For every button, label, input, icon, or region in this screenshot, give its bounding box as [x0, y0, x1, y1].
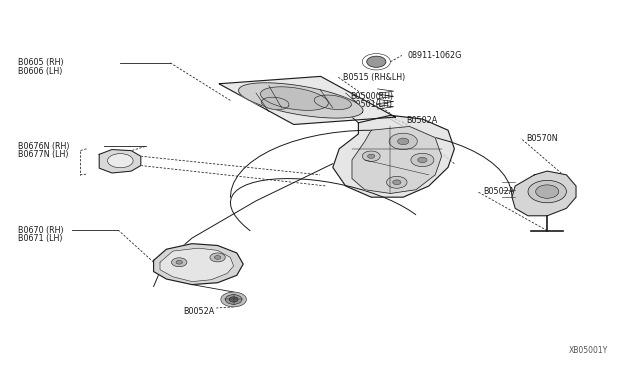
- Polygon shape: [352, 126, 442, 193]
- Circle shape: [418, 157, 427, 163]
- Circle shape: [393, 180, 401, 185]
- Polygon shape: [314, 95, 351, 109]
- Circle shape: [536, 185, 559, 198]
- Polygon shape: [512, 171, 576, 216]
- Circle shape: [214, 256, 221, 259]
- Polygon shape: [239, 83, 363, 118]
- Text: B0676N (RH): B0676N (RH): [18, 142, 69, 151]
- Text: B0502A: B0502A: [406, 116, 438, 125]
- Text: B0670 (RH): B0670 (RH): [18, 226, 63, 235]
- Ellipse shape: [108, 154, 133, 168]
- Text: B0501(LH): B0501(LH): [351, 100, 393, 109]
- Polygon shape: [260, 87, 328, 110]
- Text: B0677N (LH): B0677N (LH): [18, 150, 68, 159]
- Polygon shape: [160, 248, 234, 282]
- Circle shape: [210, 253, 225, 262]
- Polygon shape: [333, 115, 454, 197]
- Text: B0671 (LH): B0671 (LH): [18, 234, 63, 243]
- Text: B0500(RH): B0500(RH): [351, 92, 394, 101]
- Polygon shape: [262, 97, 289, 110]
- Circle shape: [367, 56, 386, 67]
- Circle shape: [225, 295, 242, 304]
- Text: B0515 (RH&LH): B0515 (RH&LH): [343, 73, 405, 81]
- Text: B0605 (RH): B0605 (RH): [18, 58, 63, 67]
- Polygon shape: [99, 150, 141, 173]
- Circle shape: [387, 176, 407, 188]
- Circle shape: [528, 180, 566, 203]
- Polygon shape: [219, 76, 396, 125]
- Circle shape: [229, 297, 238, 302]
- Text: B0570N: B0570N: [526, 134, 557, 143]
- Circle shape: [362, 151, 380, 161]
- Polygon shape: [154, 244, 243, 285]
- Text: 08911-1062G: 08911-1062G: [407, 51, 461, 60]
- Circle shape: [397, 138, 409, 145]
- Circle shape: [367, 154, 375, 158]
- Circle shape: [221, 292, 246, 307]
- Text: XB05001Y: XB05001Y: [569, 346, 608, 355]
- Text: B0502AA: B0502AA: [483, 187, 520, 196]
- Text: B0052A: B0052A: [183, 307, 214, 316]
- Text: B0606 (LH): B0606 (LH): [18, 67, 62, 76]
- Circle shape: [172, 258, 187, 267]
- Circle shape: [411, 153, 434, 167]
- Circle shape: [176, 260, 182, 264]
- Circle shape: [389, 133, 417, 150]
